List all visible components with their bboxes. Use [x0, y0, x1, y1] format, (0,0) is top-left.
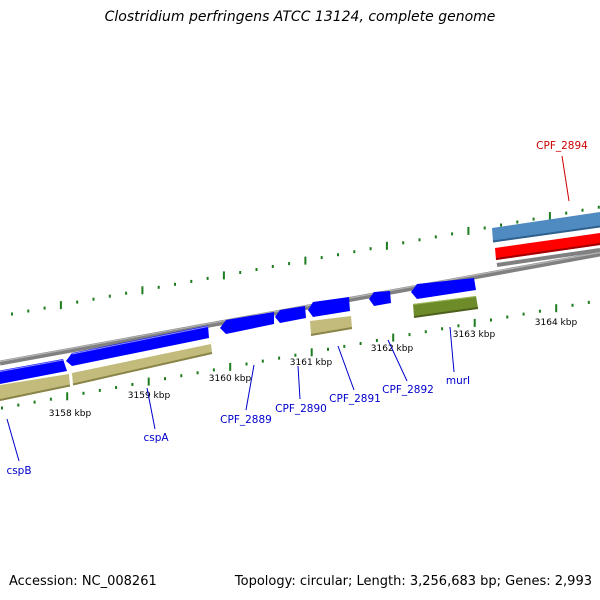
feature-shadow — [495, 243, 600, 260]
map-title: Clostridium perfringens ATCC 13124, comp… — [104, 9, 496, 25]
cds-cspB[interactable] — [0, 359, 67, 384]
gene-label-CPF_2890[interactable]: CPF_2890 — [275, 403, 327, 415]
tick-label-3160: 3160 kbp — [209, 374, 252, 384]
gene-label-cspB[interactable]: cspB — [6, 465, 31, 477]
tick-label-3163: 3163 kbp — [453, 330, 496, 340]
cds-CPF_2890[interactable] — [275, 306, 306, 323]
accession-text: Accession: NC_008261 — [9, 574, 157, 589]
gene-label-CPF_2891[interactable]: CPF_2891 — [329, 393, 381, 405]
cds-highlight — [0, 359, 64, 372]
feature-CPF_2894-blue[interactable] — [492, 212, 600, 242]
label-leaders — [6, 155, 570, 462]
gene-label-CPF_2889[interactable]: CPF_2889 — [220, 414, 272, 426]
inner-tick-dots — [1, 300, 590, 410]
cpf-2894-features — [492, 212, 600, 260]
leader-murI — [449, 326, 455, 373]
gene-murI[interactable] — [413, 296, 478, 317]
outer-tick-dots — [11, 205, 600, 316]
gene-shadow — [0, 384, 71, 401]
leader-CPF_2889 — [245, 364, 255, 411]
gene-cspA[interactable] — [72, 344, 212, 385]
gene-labels: cspB cspA CPF_2889 CPF_2890 CPF_2891 CPF… — [6, 140, 588, 477]
cds-CPF_2892[interactable] — [369, 291, 391, 306]
gene-label-CPF_2892[interactable]: CPF_2892 — [382, 384, 434, 396]
gene-shadow — [413, 307, 479, 318]
lower-backbone — [496, 248, 600, 267]
leader-CPF_2890 — [297, 365, 301, 400]
gene-label-cspA[interactable]: cspA — [143, 432, 169, 444]
cds-features — [0, 278, 476, 384]
cds-CPF_2891[interactable] — [308, 297, 350, 317]
gene-label-CPF_2894[interactable]: CPF_2894 — [536, 140, 588, 152]
leader-CPF_2894 — [561, 155, 570, 202]
gene-highlight — [412, 296, 477, 305]
leader-cspA — [146, 387, 156, 430]
tick-label-3161: 3161 kbp — [290, 358, 333, 368]
gene-shadow — [310, 327, 353, 336]
gene-CPF_2891[interactable] — [310, 316, 352, 335]
tick-label-3159: 3159 kbp — [128, 391, 171, 401]
tick-label-3158: 3158 kbp — [49, 409, 92, 419]
leader-cspB — [6, 418, 20, 462]
cds-cspA[interactable] — [66, 325, 209, 367]
cds-murI[interactable] — [411, 278, 476, 299]
feature-CPF_2894-red[interactable] — [495, 233, 600, 260]
leader-CPF_2891 — [337, 345, 355, 391]
gene-shadow — [72, 352, 213, 386]
leader-CPF_2892 — [387, 339, 408, 382]
genome-summary-text: Topology: circular; Length: 3,256,683 bp… — [234, 574, 592, 589]
tick-label-3164: 3164 kbp — [535, 318, 578, 328]
cds-highlight — [71, 326, 209, 355]
cds-CPF_2889[interactable] — [220, 312, 274, 334]
feature-shadow — [492, 225, 600, 243]
gene-cspB[interactable] — [0, 374, 70, 401]
gene-features — [0, 296, 479, 401]
gene-label-murI[interactable]: murI — [446, 375, 470, 387]
